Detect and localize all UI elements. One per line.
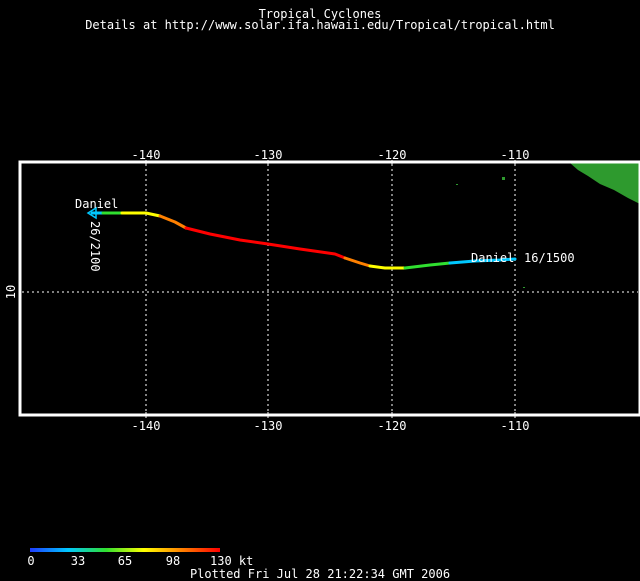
storm-track	[90, 211, 517, 270]
legend-tick: 0	[27, 554, 34, 568]
lon-label-top: -120	[378, 148, 407, 162]
storm-name-start: Daniel	[75, 197, 118, 211]
plotted-timestamp: Plotted Fri Jul 28 21:22:34 GMT 2006	[189, 567, 451, 581]
storm-date-end: 16/1500	[524, 251, 575, 265]
storm-position-marker	[86, 206, 97, 220]
track-segment-cyan	[448, 257, 517, 265]
track-segment-yellow	[368, 264, 407, 270]
chart-title: Tropical Cyclones	[258, 7, 382, 21]
land-speck	[456, 184, 458, 185]
lon-label-bottom: -130	[254, 419, 283, 433]
legend-tick: 130 kt	[210, 554, 253, 568]
track-segment-orange	[343, 256, 372, 268]
track-segment-red	[184, 226, 347, 260]
storm-name-end: Daniel	[471, 251, 514, 265]
lon-label-top: -130	[254, 148, 283, 162]
track-segment-green	[403, 261, 452, 270]
lon-label-bottom: -110	[501, 419, 530, 433]
grid-lines	[22, 164, 638, 414]
track-segment-yellow	[120, 211, 162, 218]
land-speck	[523, 287, 525, 288]
land-mass	[570, 163, 640, 204]
legend-tick: 33	[71, 554, 85, 568]
storm-date-start: 26/2100	[88, 221, 102, 272]
map-frame	[18, 160, 640, 417]
lat-label: 10	[4, 285, 18, 299]
land-speck	[502, 177, 505, 180]
lon-label-bottom: -120	[378, 419, 407, 433]
tick-marks	[145, 160, 516, 418]
legend-tick: 98	[166, 554, 180, 568]
intensity-colorbar	[30, 548, 220, 552]
lon-label-top: -140	[132, 148, 161, 162]
lon-label-top: -110	[501, 148, 530, 162]
legend-tick: 65	[118, 554, 132, 568]
lon-label-bottom: -140	[132, 419, 161, 433]
track-segment-orange	[158, 214, 188, 230]
chart-subtitle: Details at http://www.solar.ifa.hawaii.e…	[85, 18, 555, 32]
